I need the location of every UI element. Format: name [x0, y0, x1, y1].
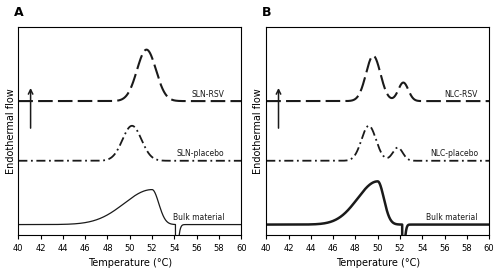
Y-axis label: Endothermal flow: Endothermal flow [254, 88, 264, 174]
X-axis label: Temperature (°C): Temperature (°C) [88, 258, 172, 269]
X-axis label: Temperature (°C): Temperature (°C) [336, 258, 420, 269]
Text: NLC-RSV: NLC-RSV [444, 90, 478, 99]
Text: Bulk material: Bulk material [426, 213, 478, 222]
Text: SLN-RSV: SLN-RSV [192, 90, 224, 99]
Text: SLN-placebo: SLN-placebo [177, 149, 224, 158]
Text: Bulk material: Bulk material [173, 213, 225, 222]
Y-axis label: Endothermal flow: Endothermal flow [6, 88, 16, 174]
Text: NLC-placebo: NLC-placebo [430, 149, 478, 158]
Text: A: A [14, 6, 24, 19]
Text: B: B [262, 6, 272, 19]
